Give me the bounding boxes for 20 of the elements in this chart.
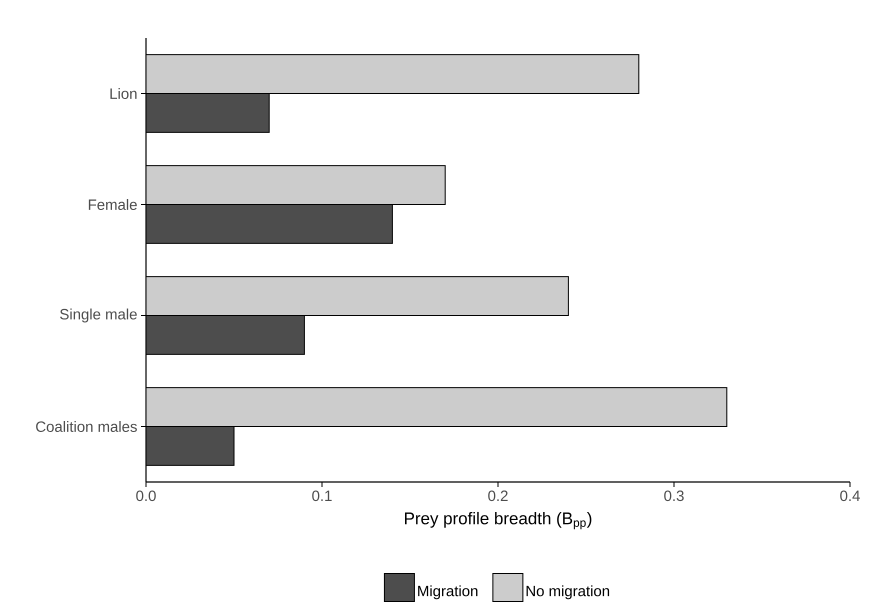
x-tick-label: 0.3 bbox=[664, 490, 684, 502]
legend-label: No migration bbox=[526, 585, 610, 600]
x-tick-label: 0.1 bbox=[312, 490, 332, 502]
y-tick-label: Lion bbox=[110, 88, 137, 99]
bar bbox=[146, 426, 235, 466]
y-tick-label: Female bbox=[88, 199, 137, 210]
x-tick-label: 0.0 bbox=[136, 490, 156, 502]
bar bbox=[146, 165, 446, 206]
x-tick-label: 0.4 bbox=[840, 490, 860, 502]
bar bbox=[146, 276, 569, 316]
bar bbox=[146, 54, 640, 94]
legend-label: Migration bbox=[418, 585, 478, 600]
y-tick-label: Coalition males bbox=[36, 421, 137, 432]
bar bbox=[146, 315, 305, 355]
x-tick-label: 0.2 bbox=[488, 490, 508, 502]
bar bbox=[146, 93, 270, 133]
bar bbox=[146, 387, 728, 428]
y-tick-label: Single male bbox=[60, 308, 137, 322]
bar bbox=[146, 204, 393, 244]
x-axis-title: Prey profile breadth (B$_{pp}$) bbox=[405, 512, 592, 530]
